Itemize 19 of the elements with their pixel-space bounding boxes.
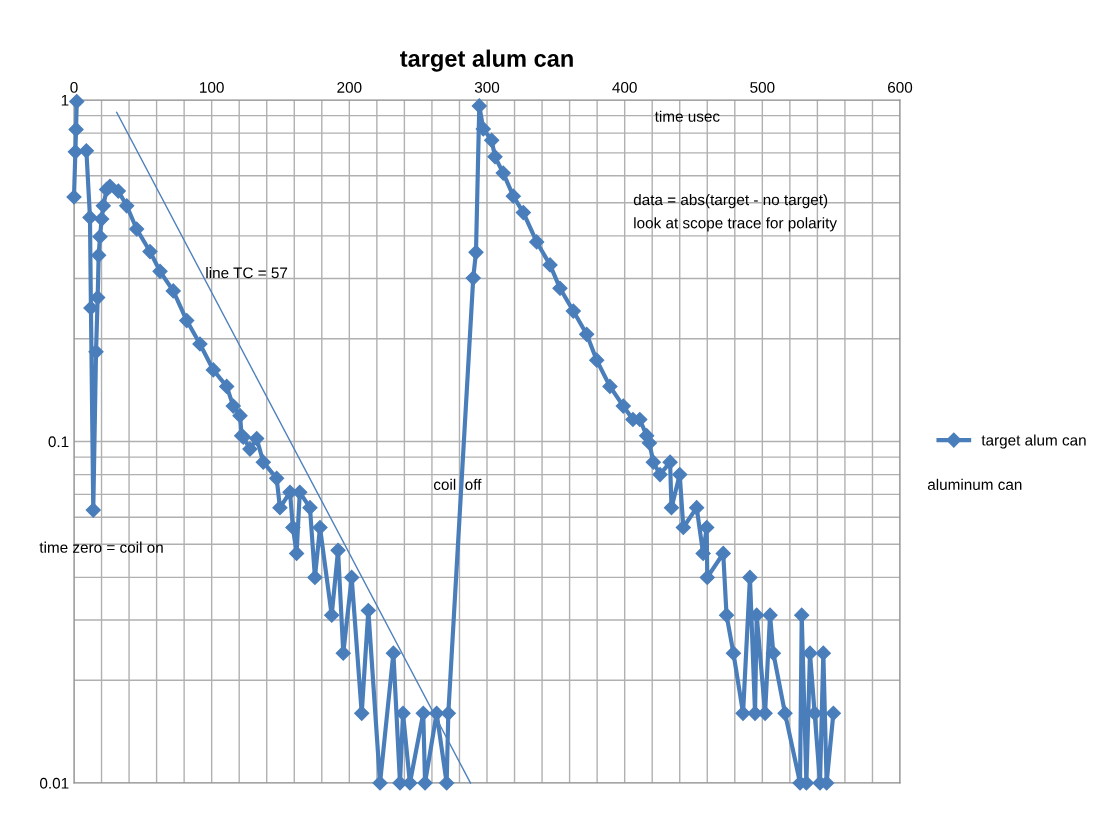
y-tick-label: 0.1	[48, 436, 69, 448]
annotation: look at scope trace for polarity	[634, 217, 837, 232]
x-tick-label: 300	[474, 82, 500, 93]
y-tick-label: 0.01	[40, 777, 69, 789]
annotation: line TC = 57	[206, 267, 288, 279]
text: aluminum can	[927, 478, 1022, 490]
chart-title: target alum can	[400, 49, 573, 72]
x-tick-label: 600	[888, 82, 913, 93]
annotation: time zero = coil on	[39, 541, 163, 553]
annotation: coil off	[433, 478, 482, 490]
x-axis-title: time usec	[654, 110, 720, 122]
x-tick-label: 200	[337, 82, 362, 93]
x-tick-label: 500	[750, 82, 775, 93]
x-tick-label: 400	[612, 82, 637, 93]
y-tick-label: 1	[61, 95, 69, 106]
legend-label: target alum can	[981, 434, 1086, 449]
x-tick-label: 0	[70, 82, 78, 93]
x-tick-label: 100	[200, 82, 224, 93]
annotation: data = abs(target - no target)	[633, 193, 828, 209]
